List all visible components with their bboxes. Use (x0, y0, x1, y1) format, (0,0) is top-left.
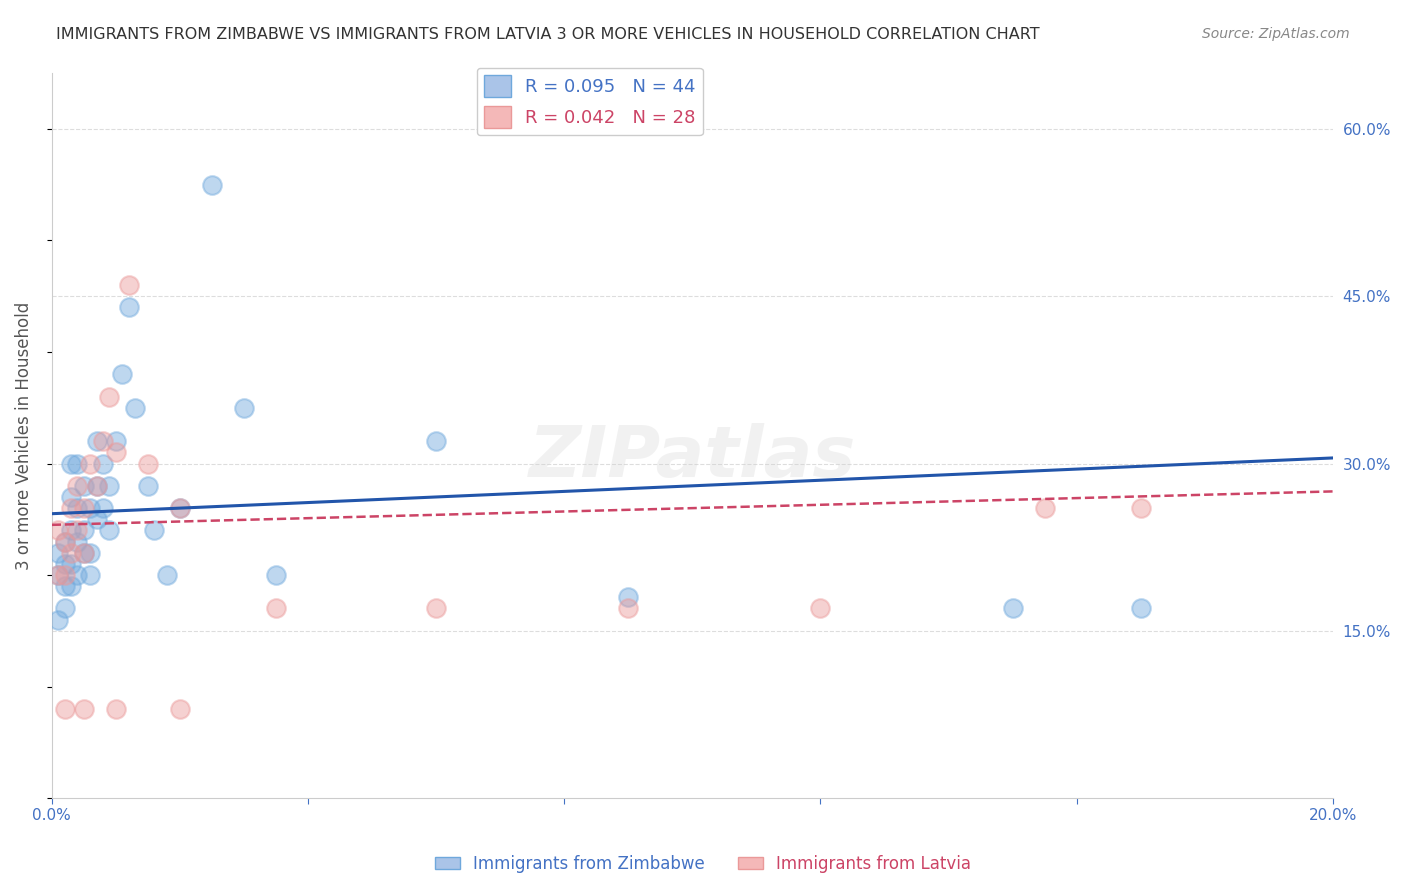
Point (117, 301, 139, 315)
Point (232, 401, 254, 415)
Point (59, 524, 82, 538)
Point (86, 434, 108, 449)
Point (264, 601, 287, 615)
Point (98, 524, 121, 538)
Point (46, 546, 69, 560)
Point (66, 524, 89, 538)
Point (156, 568, 179, 582)
Point (86, 479, 108, 493)
Point (264, 568, 287, 582)
Point (124, 401, 146, 415)
Point (53, 534, 76, 549)
Point (46, 568, 69, 582)
Point (59, 579, 82, 593)
Point (59, 557, 82, 571)
Point (59, 490, 82, 504)
Point (46, 568, 69, 582)
Point (79, 501, 101, 516)
Point (425, 434, 447, 449)
Point (91, 434, 114, 449)
Point (91, 457, 114, 471)
Point (117, 278, 139, 293)
Point (104, 702, 127, 716)
Point (73, 546, 96, 560)
Text: IMMIGRANTS FROM ZIMBABWE VS IMMIGRANTS FROM LATVIA 3 OR MORE VEHICLES IN HOUSEHO: IMMIGRANTS FROM ZIMBABWE VS IMMIGRANTS F… (56, 27, 1040, 42)
Point (66, 534, 89, 549)
Point (66, 457, 89, 471)
Point (66, 501, 89, 516)
Point (86, 512, 108, 526)
Text: ZIPatlas: ZIPatlas (529, 423, 856, 491)
Point (66, 568, 89, 582)
Point (46, 524, 69, 538)
Point (73, 524, 96, 538)
Point (169, 501, 191, 516)
Point (79, 546, 101, 560)
Point (169, 501, 191, 516)
Point (98, 479, 121, 493)
Point (73, 479, 96, 493)
Point (201, 178, 224, 192)
Point (79, 457, 101, 471)
Point (86, 479, 108, 493)
Point (98, 390, 121, 404)
Point (46, 613, 69, 627)
Point (1001, 601, 1024, 615)
Point (53, 579, 76, 593)
Legend: Immigrants from Zimbabwe, Immigrants from Latvia: Immigrants from Zimbabwe, Immigrants fro… (427, 848, 979, 880)
Point (73, 546, 96, 560)
Point (53, 601, 76, 615)
Point (73, 702, 96, 716)
Point (617, 591, 640, 605)
Point (104, 434, 127, 449)
Point (53, 557, 76, 571)
Point (104, 445, 127, 459)
Point (66, 479, 89, 493)
Point (617, 601, 640, 615)
Point (59, 457, 82, 471)
Point (53, 568, 76, 582)
Point (136, 479, 159, 493)
Point (53, 702, 76, 716)
Text: Source: ZipAtlas.com: Source: ZipAtlas.com (1202, 27, 1350, 41)
Legend: R = 0.095   N = 44, R = 0.042   N = 28: R = 0.095 N = 44, R = 0.042 N = 28 (477, 68, 703, 136)
Point (136, 457, 159, 471)
Point (808, 601, 831, 615)
Point (1033, 501, 1056, 516)
Point (1129, 601, 1152, 615)
Point (111, 368, 134, 382)
Point (73, 501, 96, 516)
Point (91, 501, 114, 516)
Point (1129, 501, 1152, 516)
Point (169, 702, 191, 716)
Point (425, 601, 447, 615)
Y-axis label: 3 or more Vehicles in Household: 3 or more Vehicles in Household (15, 301, 32, 570)
Point (59, 546, 82, 560)
Point (53, 534, 76, 549)
Point (143, 524, 166, 538)
Point (79, 568, 101, 582)
Point (59, 501, 82, 516)
